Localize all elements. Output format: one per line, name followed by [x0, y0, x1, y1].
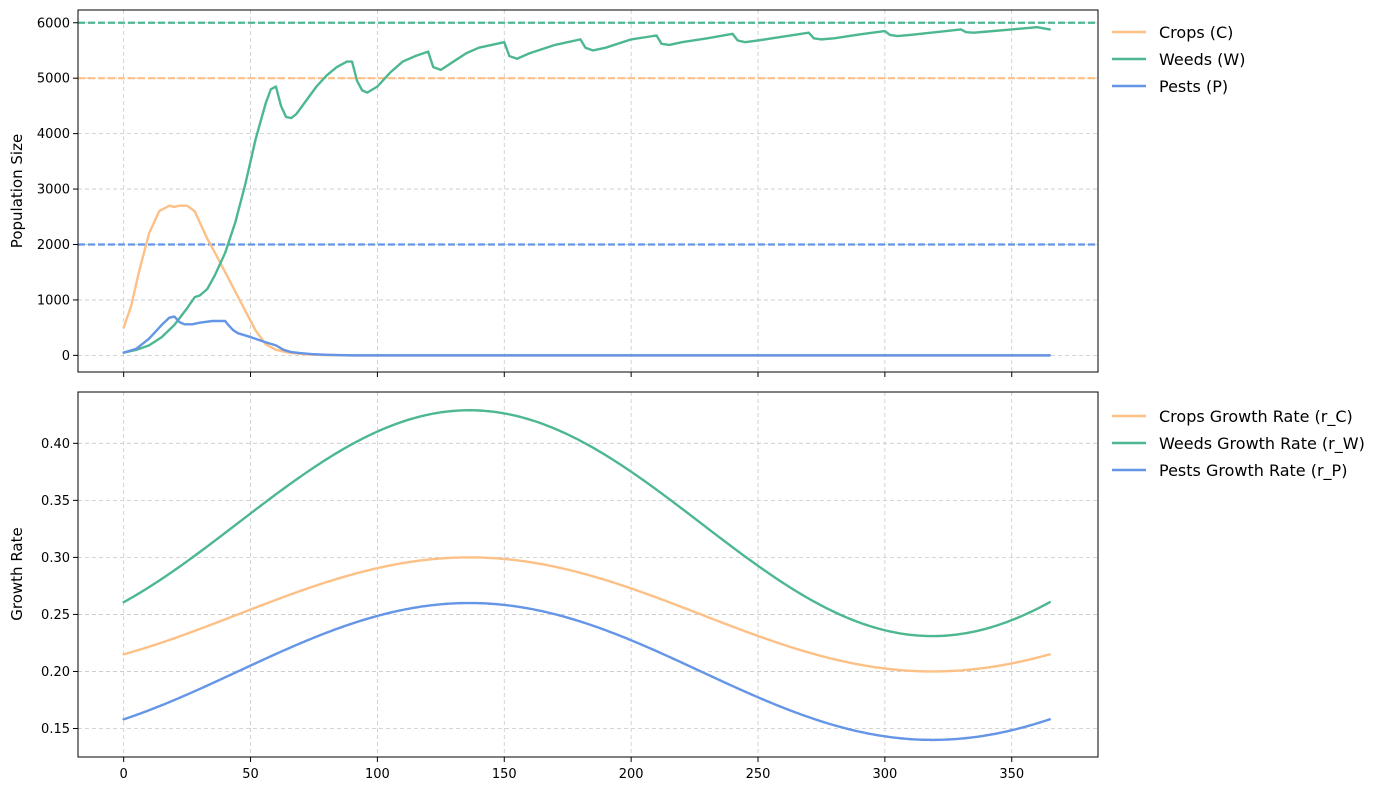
y-tick-label: 3000: [37, 183, 70, 198]
series-line-weeds-growth-rate-r-w: [122, 409, 1051, 638]
growth-rate-panel: 0 50 100 150 200 250 300 350 0.150.200.250.300.…: [8, 391, 1365, 782]
legend-label: Pests Growth Rate (r_P): [1159, 461, 1347, 481]
growth-rate-x-ticks: 0 50 100 150 200 250 300 350: [120, 757, 1024, 782]
population-y-axis-label: Population Size: [8, 134, 26, 248]
x-tick-label: 200: [619, 767, 644, 782]
legend-label: Weeds Growth Rate (r_W): [1159, 434, 1365, 454]
series-line-weeds-w: [122, 25, 1051, 354]
series-line-pests-growth-rate-r-p: [122, 601, 1051, 742]
population-panel: 0 1000 2000 3000 4000 5000 6000 Population Siz…: [8, 9, 1245, 377]
y-tick-label: 0.35: [41, 494, 70, 509]
y-tick-label: 1000: [37, 293, 70, 308]
series-line-crops-growth-rate-r-c: [122, 556, 1051, 673]
legend-label: Crops (C): [1159, 23, 1233, 42]
x-tick-label: 100: [365, 767, 390, 782]
growth-rate-y-axis-label: Growth Rate: [8, 527, 26, 620]
x-tick-label: 50: [242, 767, 259, 782]
y-tick-label: 4000: [37, 127, 70, 142]
legend-label: Pests (P): [1159, 77, 1228, 96]
y-tick-label: 6000: [37, 16, 70, 31]
legend-label: Weeds (W): [1159, 50, 1245, 69]
x-tick-label: 250: [746, 767, 771, 782]
series-line-pests-p: [122, 315, 1051, 357]
y-tick-label: 0: [62, 349, 70, 364]
growth-rate-lines: [122, 409, 1051, 742]
y-tick-label: 5000: [37, 72, 70, 87]
population-x-ticks: [123, 372, 1013, 377]
y-tick-label: 0.20: [41, 665, 70, 680]
x-tick-label: 0: [120, 767, 128, 782]
population-legend: Crops (C) Weeds (W) Pests (P): [1112, 23, 1245, 96]
population-lines: [78, 21, 1098, 357]
y-tick-label: 0.25: [41, 608, 70, 623]
growth-rate-y-ticks: 0.15 0.20 0.25 0.30 0.35 0.40: [41, 437, 78, 737]
x-tick-label: 300: [872, 767, 897, 782]
y-tick-label: 0.30: [41, 551, 70, 566]
legend-label: Crops Growth Rate (r_C): [1159, 407, 1353, 427]
growth-rate-legend: Crops Growth Rate (r_C) Weeds Growth Rate…: [1112, 407, 1365, 481]
x-tick-label: 150: [492, 767, 517, 782]
growth-rate-axes-frame: [77, 391, 1099, 758]
y-tick-label: 0.40: [41, 437, 70, 452]
y-tick-label: 2000: [37, 238, 70, 253]
population-y-ticks: 0 1000 2000 3000 4000 5000 6000: [37, 16, 78, 364]
population-axes-frame: [77, 9, 1099, 373]
x-tick-label: 350: [999, 767, 1024, 782]
y-tick-label: 0.15: [41, 722, 70, 737]
